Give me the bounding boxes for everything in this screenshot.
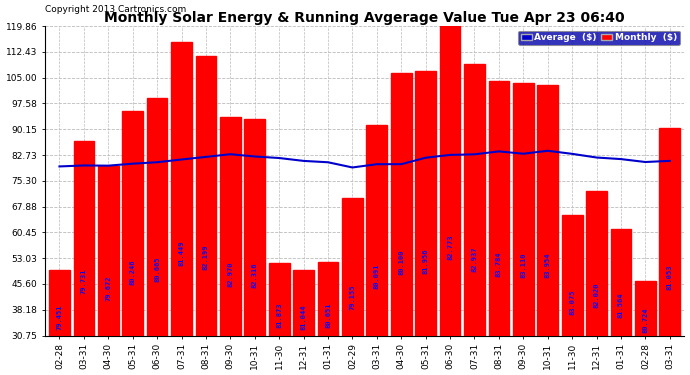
Text: 80.724: 80.724	[642, 308, 649, 333]
Bar	[635, 281, 656, 336]
Bar	[244, 119, 265, 336]
Bar	[538, 85, 558, 336]
Bar	[147, 98, 168, 336]
Bar	[171, 42, 192, 336]
Text: 82.773: 82.773	[447, 234, 453, 260]
Bar	[122, 111, 143, 336]
Bar	[74, 141, 95, 336]
Legend: Average  ($), Monthly  ($): Average ($), Monthly ($)	[518, 31, 680, 45]
Text: 82.970: 82.970	[228, 262, 233, 287]
Bar	[269, 264, 290, 336]
Bar	[391, 72, 412, 336]
Bar	[220, 117, 241, 336]
Bar	[513, 83, 533, 336]
Text: 82.020: 82.020	[593, 282, 600, 308]
Text: 81.449: 81.449	[179, 241, 184, 266]
Title: Monthly Solar Energy & Running Avgerage Value Tue Apr 23 06:40: Monthly Solar Energy & Running Avgerage …	[104, 11, 625, 25]
Text: 81.053: 81.053	[667, 265, 673, 290]
Bar	[611, 229, 631, 336]
Text: 81.564: 81.564	[618, 293, 624, 318]
Bar	[342, 198, 363, 336]
Text: 81.873: 81.873	[276, 303, 282, 328]
Text: 80.100: 80.100	[398, 249, 404, 274]
Bar	[366, 124, 387, 336]
Bar	[464, 64, 485, 336]
Text: 82.316: 82.316	[252, 262, 258, 288]
Text: 81.956: 81.956	[423, 249, 428, 274]
Text: 83.075: 83.075	[569, 289, 575, 315]
Bar	[293, 270, 314, 336]
Bar	[489, 81, 509, 336]
Text: 79.731: 79.731	[81, 268, 87, 294]
Text: 79.155: 79.155	[349, 284, 355, 310]
Text: 82.199: 82.199	[203, 244, 209, 270]
Text: 82.937: 82.937	[471, 247, 477, 272]
Text: 80.246: 80.246	[130, 260, 136, 285]
Text: 81.044: 81.044	[301, 304, 306, 330]
Text: 79.672: 79.672	[106, 275, 111, 301]
Bar	[586, 190, 607, 336]
Text: 79.451: 79.451	[57, 304, 63, 330]
Bar	[440, 19, 460, 336]
Bar	[98, 166, 119, 336]
Text: 83.784: 83.784	[496, 252, 502, 277]
Text: 80.091: 80.091	[374, 264, 380, 289]
Bar	[49, 270, 70, 336]
Text: 80.651: 80.651	[325, 302, 331, 328]
Bar	[660, 128, 680, 336]
Bar	[415, 71, 436, 336]
Text: 80.665: 80.665	[154, 256, 160, 282]
Bar	[562, 215, 582, 336]
Bar	[195, 56, 217, 336]
Bar	[317, 262, 338, 336]
Text: Copyright 2013 Cartronics.com: Copyright 2013 Cartronics.com	[45, 5, 186, 14]
Text: 83.110: 83.110	[520, 252, 526, 278]
Text: 83.954: 83.954	[544, 252, 551, 278]
